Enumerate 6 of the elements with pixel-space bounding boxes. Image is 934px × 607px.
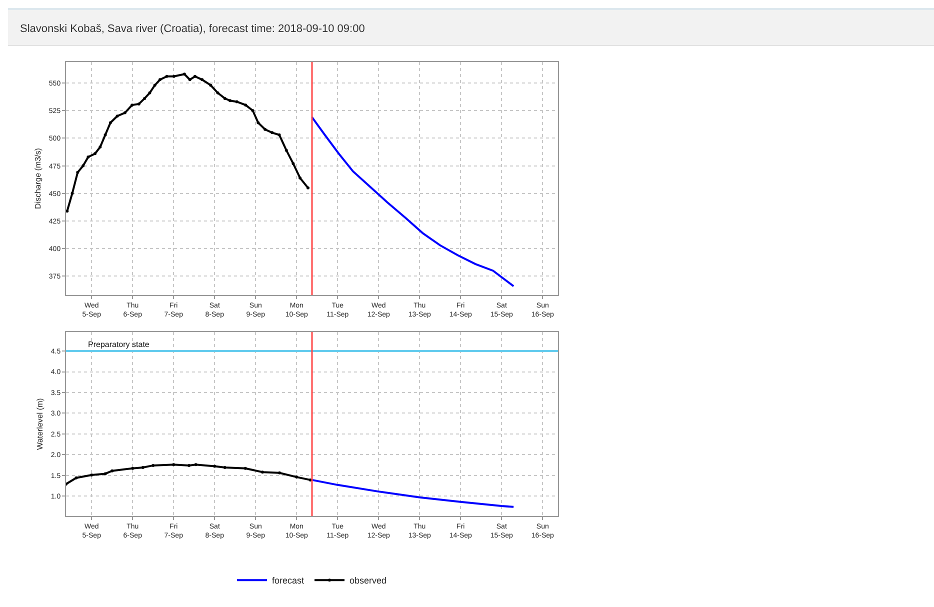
legend-label: forecast — [272, 576, 305, 586]
legend-label: observed — [350, 576, 387, 586]
y-axis-title: Waterlevel (m) — [36, 398, 45, 450]
chart-title: Slavonski Kobaš, Sava river (Croatia), forecast time: 2018-09-10 09:00 — [8, 8, 934, 46]
ref-line-label: Preparatory state — [88, 340, 150, 349]
y-axis-title: Discharge (m3/s) — [34, 148, 43, 209]
